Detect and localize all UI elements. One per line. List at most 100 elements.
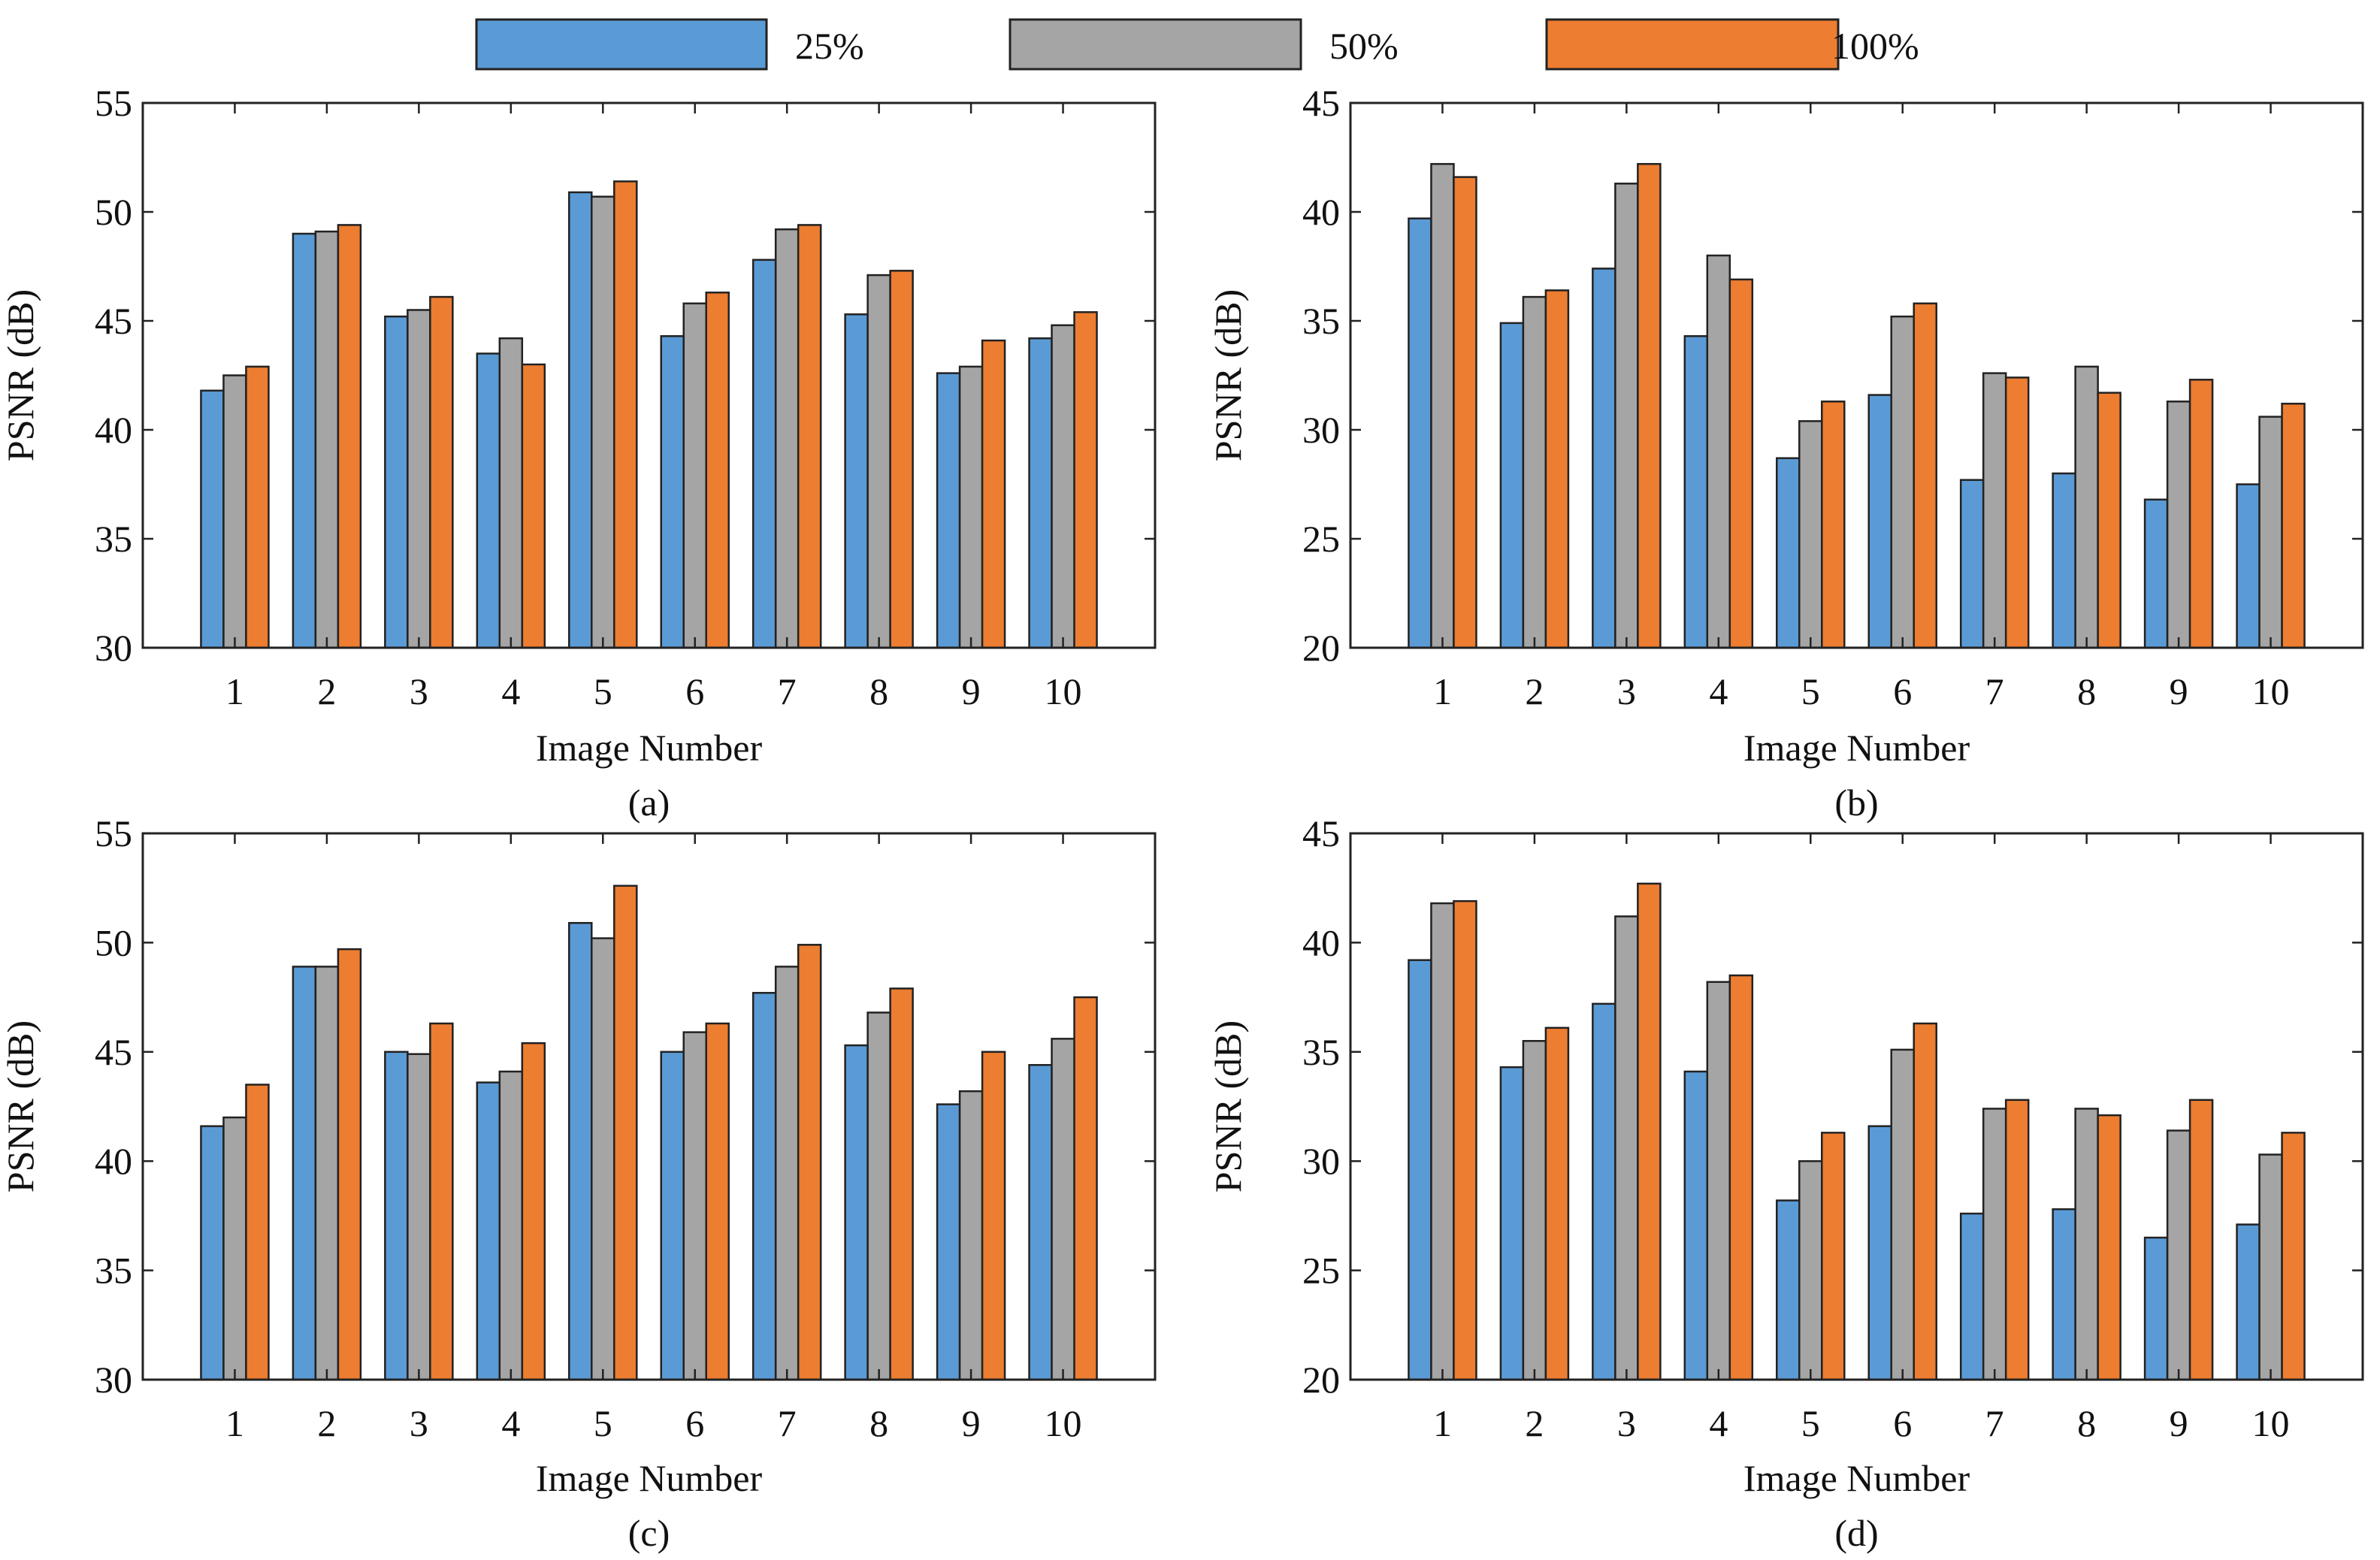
x-tick-label-c-8: 8: [869, 1402, 888, 1444]
bar-b-img5-25pct: [1776, 457, 1801, 649]
bar-b-img4-100pct: [1728, 278, 1754, 649]
bar-a-img4-100pct: [521, 363, 546, 649]
bar-a-img5-50pct: [591, 195, 615, 649]
bar-d-img7-25pct: [1959, 1212, 1985, 1381]
bar-c-img10-50pct: [1051, 1038, 1075, 1381]
x-tick-label-a-6: 6: [685, 670, 704, 712]
bar-a-img7-50pct: [774, 228, 800, 649]
y-tick-label-a-55: 55: [95, 82, 132, 124]
bar-b-img8-100pct: [2097, 392, 2121, 649]
x-axis-label-b: Image Number: [1743, 727, 1970, 769]
y-axis-label-c: PSNR (dB): [0, 1020, 41, 1193]
bar-a-img9-50pct: [958, 365, 984, 649]
bar-d-img1-100pct: [1453, 899, 1477, 1381]
y-tick-label-c-30: 30: [95, 1359, 132, 1401]
y-tick-label-b-45: 45: [1302, 82, 1340, 124]
bar-d-img9-100pct: [2188, 1099, 2214, 1381]
bar-d-img8-100pct: [2097, 1114, 2121, 1381]
bar-c-img6-25pct: [660, 1051, 685, 1381]
bar-b-img10-100pct: [2281, 402, 2306, 649]
bar-b-img9-50pct: [2166, 401, 2191, 649]
bar-b-img4-50pct: [1706, 254, 1731, 649]
y-tick-label-c-45: 45: [95, 1031, 132, 1073]
x-tick-label-a-8: 8: [869, 670, 888, 712]
bar-d-img2-25pct: [1499, 1066, 1525, 1381]
panel-label-d: (d): [1834, 1512, 1878, 1554]
x-tick-label-c-10: 10: [1045, 1402, 1082, 1444]
y-tick-label-a-50: 50: [95, 191, 132, 233]
bar-b-img10-50pct: [2258, 416, 2283, 649]
bar-a-img8-100pct: [889, 270, 914, 649]
bars-d: [1408, 882, 2306, 1381]
bar-a-img10-25pct: [1028, 337, 1053, 649]
bar-c-img4-25pct: [476, 1081, 501, 1381]
bar-b-img8-25pct: [2052, 472, 2076, 649]
bar-d-img6-100pct: [1913, 1022, 1937, 1381]
bar-c-img1-25pct: [200, 1125, 225, 1381]
x-tick-label-c-5: 5: [594, 1402, 612, 1444]
y-tick-label-c-35: 35: [95, 1250, 132, 1292]
y-tick-label-b-40: 40: [1302, 191, 1340, 233]
x-tick-label-c-1: 1: [225, 1402, 244, 1444]
bar-d-img8-25pct: [2052, 1208, 2076, 1381]
bar-c-img8-100pct: [889, 987, 914, 1381]
x-tick-label-b-6: 6: [1893, 670, 1912, 712]
x-tick-label-b-3: 3: [1617, 670, 1636, 712]
bar-d-img4-100pct: [1728, 974, 1754, 1381]
bar-a-img9-25pct: [936, 372, 961, 649]
y-tick-label-b-30: 30: [1302, 409, 1340, 451]
bar-d-img5-25pct: [1776, 1199, 1801, 1381]
bar-d-img4-50pct: [1706, 981, 1731, 1381]
bar-a-img9-100pct: [981, 339, 1006, 649]
bar-b-img3-25pct: [1592, 268, 1616, 649]
bar-b-img7-25pct: [1959, 479, 1985, 649]
bar-c-img4-50pct: [498, 1070, 524, 1381]
x-tick-label-a-4: 4: [501, 670, 520, 712]
x-tick-label-a-3: 3: [410, 670, 428, 712]
bar-b-img6-25pct: [1867, 394, 1892, 649]
y-tick-label-d-30: 30: [1302, 1140, 1340, 1182]
legend-swatch-100: [1545, 18, 1840, 71]
bar-c-img5-100pct: [613, 884, 638, 1381]
x-tick-label-d-5: 5: [1801, 1402, 1820, 1444]
bar-a-img1-50pct: [222, 374, 247, 649]
bar-c-img9-100pct: [981, 1051, 1006, 1381]
x-tick-label-c-7: 7: [778, 1402, 797, 1444]
x-tick-label-a-9: 9: [962, 670, 981, 712]
bar-a-img1-25pct: [200, 389, 225, 649]
axes-frame-a: [141, 101, 1157, 649]
bar-d-img10-100pct: [2281, 1132, 2306, 1381]
bar-c-img2-50pct: [314, 966, 340, 1381]
bar-a-img3-100pct: [429, 295, 454, 649]
bar-b-img8-50pct: [2074, 365, 2099, 649]
x-tick-label-a-1: 1: [225, 670, 244, 712]
bar-d-img9-50pct: [2166, 1129, 2191, 1381]
y-axis-label-b: PSNR (dB): [1207, 289, 1249, 461]
legend-label-100: 100%: [1831, 25, 1919, 67]
x-tick-label-a-7: 7: [778, 670, 797, 712]
bar-b-img5-50pct: [1798, 420, 1823, 649]
bar-a-img7-25pct: [751, 258, 777, 649]
bar-b-img4-25pct: [1683, 335, 1709, 649]
x-tick-label-b-8: 8: [2077, 670, 2096, 712]
bar-a-img6-50pct: [682, 302, 707, 649]
legend-label-25: 25%: [795, 25, 864, 67]
y-tick-label-c-40: 40: [95, 1140, 132, 1182]
y-tick-label-b-20: 20: [1302, 627, 1340, 669]
bars-c: [200, 884, 1098, 1381]
x-tick-label-d-2: 2: [1525, 1402, 1544, 1444]
bar-c-img10-25pct: [1028, 1063, 1053, 1381]
bar-d-img3-25pct: [1592, 1002, 1616, 1381]
bar-a-img2-25pct: [292, 232, 317, 649]
bar-a-img10-100pct: [1073, 311, 1098, 649]
bar-a-img4-25pct: [476, 352, 501, 649]
bar-b-img7-50pct: [1982, 372, 2007, 649]
bar-c-img10-100pct: [1073, 996, 1098, 1381]
x-tick-label-b-1: 1: [1433, 670, 1452, 712]
bar-d-img7-50pct: [1982, 1108, 2007, 1381]
y-tick-label-b-25: 25: [1302, 518, 1340, 560]
bar-c-img3-100pct: [429, 1022, 454, 1381]
bar-d-img3-50pct: [1614, 915, 1639, 1381]
